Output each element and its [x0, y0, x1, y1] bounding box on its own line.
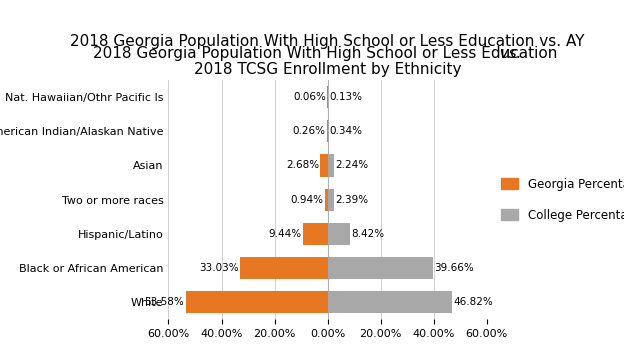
Bar: [185, 291, 328, 314]
Text: 0.13%: 0.13%: [329, 92, 363, 102]
Bar: [321, 154, 328, 176]
Bar: [325, 188, 328, 211]
Bar: [328, 257, 433, 279]
Text: 2.24%: 2.24%: [335, 160, 368, 170]
Text: 0.94%: 0.94%: [291, 195, 324, 205]
Text: 2018 Georgia Population With High School or Less Education: 2018 Georgia Population With High School…: [93, 46, 562, 61]
Bar: [303, 223, 328, 245]
Text: 2.39%: 2.39%: [335, 195, 368, 205]
Legend: Georgia Percentage, College Percentage: Georgia Percentage, College Percentage: [496, 173, 624, 226]
Text: 0.34%: 0.34%: [330, 126, 363, 136]
Text: 53.58%: 53.58%: [144, 297, 184, 307]
Text: 2018 TCSG Enrollment by Ethnicity: 2018 TCSG Enrollment by Ethnicity: [194, 62, 461, 77]
Bar: [328, 291, 452, 314]
Text: 2018 Georgia Population With High School or Less Education vs. AY: 2018 Georgia Population With High School…: [71, 34, 585, 49]
Text: 33.03%: 33.03%: [199, 263, 238, 273]
Text: 8.42%: 8.42%: [351, 229, 384, 239]
Text: 46.82%: 46.82%: [453, 297, 493, 307]
Bar: [328, 154, 334, 176]
Bar: [240, 257, 328, 279]
Text: ​vs.: ​vs.: [134, 46, 521, 61]
Bar: [328, 223, 350, 245]
Text: 39.66%: 39.66%: [434, 263, 474, 273]
Text: 2.68%: 2.68%: [286, 160, 319, 170]
Bar: [328, 188, 334, 211]
Text: 9.44%: 9.44%: [268, 229, 301, 239]
Text: 0.26%: 0.26%: [293, 126, 326, 136]
Text: 0.06%: 0.06%: [293, 92, 326, 102]
Bar: [327, 120, 328, 142]
